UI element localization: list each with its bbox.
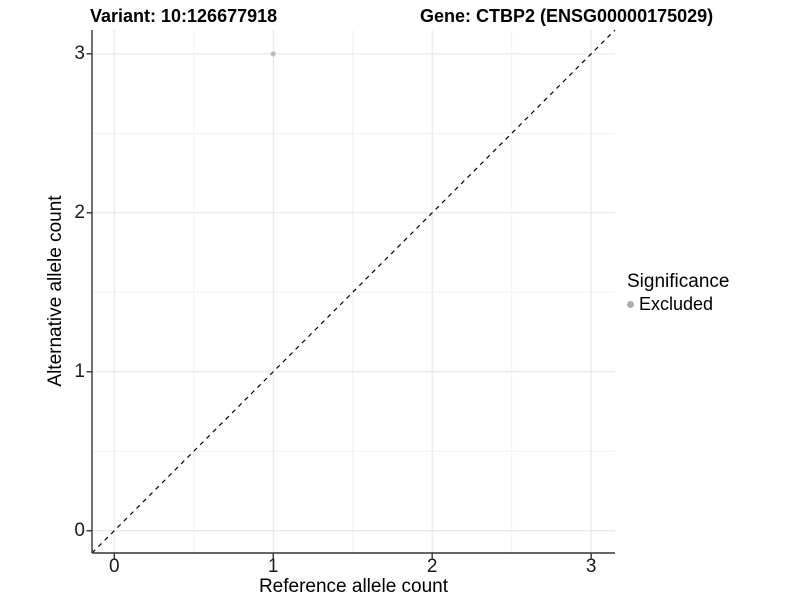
y-tick-label: 2 [74,201,85,223]
legend-item-label: Excluded [639,294,714,314]
x-tick-label: 2 [426,556,438,577]
y-axis-label: Alternative allele count [45,195,66,387]
x-tick-label: 3 [585,556,597,577]
y-tick-label: 3 [74,42,85,64]
legend-marker-circle-icon [627,300,634,308]
data-point [270,51,276,57]
legend-title: Significance [627,271,730,292]
y-tick-label: 0 [74,519,85,541]
plot-title-gene: Gene: CTBP2 (ENSG00000175029) [420,6,714,26]
legend-item-excluded: Excluded [627,294,729,314]
x-tick-label: 0 [108,556,120,577]
identity-dashed-line [91,29,616,554]
x-tick-label: 1 [267,556,279,577]
legend: Significance Excluded [627,271,729,314]
y-tick-label: 1 [74,360,85,382]
x-axis-label: Reference allele count [258,576,449,597]
plot-title-variant: Variant: 10:126677918 [90,6,278,26]
